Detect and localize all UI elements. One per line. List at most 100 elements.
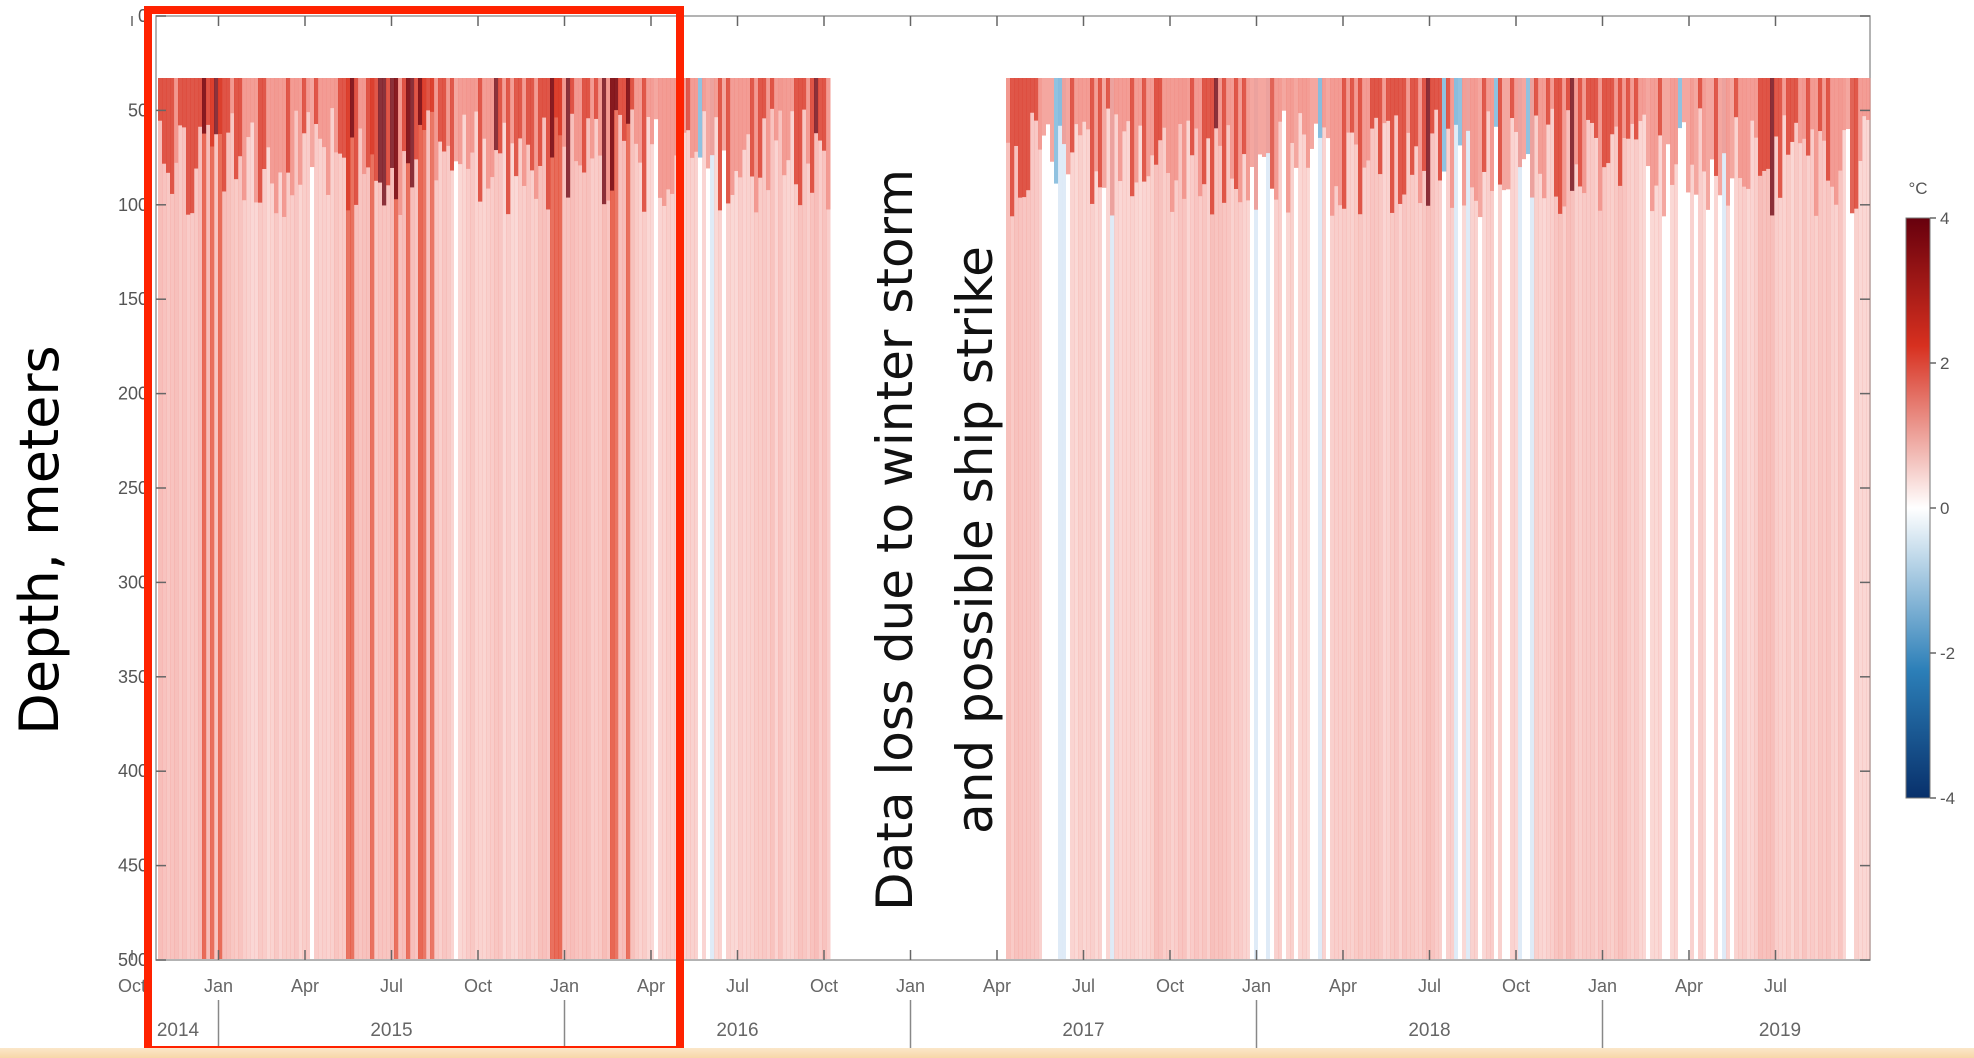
heatmap-cell (1806, 78, 1811, 959)
x-tick-label: Jul (1764, 976, 1787, 996)
heatmap-cell (1222, 78, 1227, 959)
heatmap-cell (514, 78, 519, 177)
heatmap-cell (1758, 78, 1763, 176)
heatmap-cell (590, 78, 595, 159)
heatmap-cell (370, 78, 375, 959)
heatmap-cell (1814, 78, 1819, 216)
heatmap-cell (158, 78, 163, 959)
heatmap-cell (462, 78, 467, 959)
heatmap-cell (682, 78, 687, 133)
heatmap-cell (770, 78, 775, 959)
heatmap-cell (298, 78, 303, 185)
heatmap-cell (698, 78, 703, 959)
heatmap-cell (1378, 78, 1383, 175)
heatmap-cell (242, 78, 247, 201)
heatmap-cell (1650, 78, 1655, 212)
heatmap-cell (798, 78, 803, 959)
heatmap-cell (1538, 78, 1543, 959)
heatmap-cell (1446, 78, 1451, 129)
heatmap-cell (766, 78, 771, 959)
heatmap-cell (274, 78, 279, 959)
heatmap-cell (246, 78, 251, 959)
heatmap-cell (382, 78, 387, 206)
heatmap-cell (290, 78, 295, 196)
colorbar-tick-label: 2 (1940, 354, 1949, 373)
annotation-line-1: Data loss due to winter storm (866, 169, 924, 911)
heatmap-cell (1666, 78, 1671, 145)
x-tick-label: Jan (1588, 976, 1617, 996)
heatmap-cell (1006, 78, 1011, 959)
heatmap-cell (1318, 78, 1323, 959)
y-axis: 0 50 100 150 200 250 300 350 400 450 500 (118, 6, 1870, 970)
heatmap-cell (1590, 78, 1595, 123)
heatmap-cell (1458, 78, 1463, 146)
heatmap-cell (1522, 78, 1527, 959)
heatmap-cell (790, 78, 795, 959)
heatmap-cell (1398, 78, 1403, 959)
heatmap-cell (390, 78, 395, 959)
heatmap-cell (218, 78, 223, 134)
heatmap-cell (482, 78, 487, 139)
heatmap-cell (254, 78, 259, 203)
heatmap-cell (738, 78, 743, 959)
heatmap-cell (586, 78, 591, 119)
heatmap-cell (1654, 78, 1659, 959)
heatmap-cell (1678, 78, 1683, 959)
heatmap-cell (318, 78, 323, 959)
heatmap-cell (1326, 78, 1331, 139)
heatmap-cell (1842, 78, 1847, 131)
heatmap-cell (1042, 78, 1047, 959)
heatmap-cell (594, 78, 599, 119)
heatmap-cell (1082, 78, 1087, 959)
heatmap-cell (826, 78, 831, 959)
heatmap-cell (534, 78, 539, 959)
heatmap-cell (1366, 78, 1371, 959)
heatmap-cell (1406, 78, 1411, 133)
heatmap-cell (1406, 78, 1411, 959)
heatmap-cell (1054, 78, 1059, 184)
heatmap-cell (1562, 78, 1567, 959)
heatmap-cell (470, 78, 475, 959)
heatmap-cell (298, 78, 303, 959)
heatmap-cell (610, 78, 615, 191)
heatmap-cell (498, 78, 503, 154)
heatmap-cell (1194, 78, 1199, 959)
heatmap-cell (1794, 78, 1799, 123)
heatmap-cell (1490, 78, 1495, 191)
heatmap-cell (486, 78, 491, 189)
heatmap-cell (1410, 78, 1415, 959)
heatmap-cell (1618, 78, 1623, 959)
heatmap-cell (1054, 78, 1059, 959)
heatmap-cell (506, 78, 511, 959)
heatmap-cell (1390, 78, 1395, 213)
heatmap-cell (182, 78, 187, 959)
heatmap-cell (1186, 78, 1191, 121)
heatmap-cell (1538, 78, 1543, 174)
heatmap-cell (1358, 78, 1363, 215)
heatmap-cell (1690, 78, 1695, 959)
heatmap-cell (1070, 78, 1075, 153)
heatmap-cell (1262, 78, 1267, 157)
heatmap-cell (1818, 78, 1823, 959)
heatmap-cell (1466, 78, 1471, 131)
heatmap-cell (618, 78, 623, 115)
heatmap-cell (1642, 78, 1647, 115)
heatmap-cell (638, 78, 643, 959)
heatmap-cell (1342, 78, 1347, 959)
heatmap-cell (1482, 78, 1487, 172)
heatmap-cell (1106, 78, 1111, 109)
heatmap-cell (1102, 78, 1107, 188)
heatmap-cell (506, 78, 511, 215)
heatmap-cell (1018, 78, 1023, 959)
heatmap-cell (1742, 78, 1747, 959)
heatmap-cell (194, 78, 199, 959)
heatmap-cell (1434, 78, 1439, 959)
heatmap-cell (386, 78, 391, 186)
heatmap-cell (1430, 78, 1435, 134)
heatmap-cell (1162, 78, 1167, 959)
heatmap-cell (406, 78, 411, 164)
heatmap-cell (1218, 78, 1223, 959)
x-tick-label: Jul (726, 976, 749, 996)
heatmap-cell (290, 78, 295, 959)
heatmap-cell (746, 78, 751, 135)
